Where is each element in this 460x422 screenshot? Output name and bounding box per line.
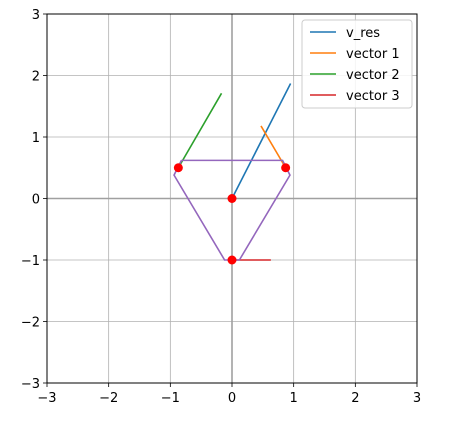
legend-label: vector 3 <box>346 89 400 104</box>
x-tick-label: −2 <box>99 391 118 406</box>
y-tick-label: 3 <box>32 8 40 23</box>
legend-label: vector 2 <box>346 68 400 83</box>
x-tick-label: 3 <box>413 391 421 406</box>
x-tick-label: 0 <box>228 391 236 406</box>
legend-label: vector 1 <box>346 47 400 62</box>
x-tick-label: 1 <box>290 391 298 406</box>
y-tick-label: −1 <box>21 254 40 269</box>
point-marker <box>173 163 183 173</box>
point-marker <box>227 194 237 203</box>
point-marker <box>227 255 237 265</box>
y-tick-label: 1 <box>32 131 40 146</box>
y-tick-label: −3 <box>21 377 40 392</box>
series-line-v_res <box>231 83 292 199</box>
legend-label: v_res <box>346 26 380 41</box>
x-tick-label: 2 <box>351 391 359 406</box>
x-tick-label: −1 <box>161 391 180 406</box>
y-tick-label: 0 <box>32 193 40 208</box>
y-tick-label: −2 <box>21 316 40 331</box>
y-tick-label: 2 <box>32 70 40 85</box>
hexagon-outline <box>173 159 291 261</box>
plot-area <box>173 83 292 265</box>
point-marker <box>281 163 291 173</box>
x-tick-label: −3 <box>37 391 56 406</box>
series-line-vector-2 <box>177 92 223 169</box>
series-line-vector-1 <box>260 125 287 169</box>
legend-box <box>301 19 413 109</box>
axis-ticks: −3 −2 −1 0 1 2 3 −3 −2 −1 0 1 2 3 <box>21 8 421 406</box>
